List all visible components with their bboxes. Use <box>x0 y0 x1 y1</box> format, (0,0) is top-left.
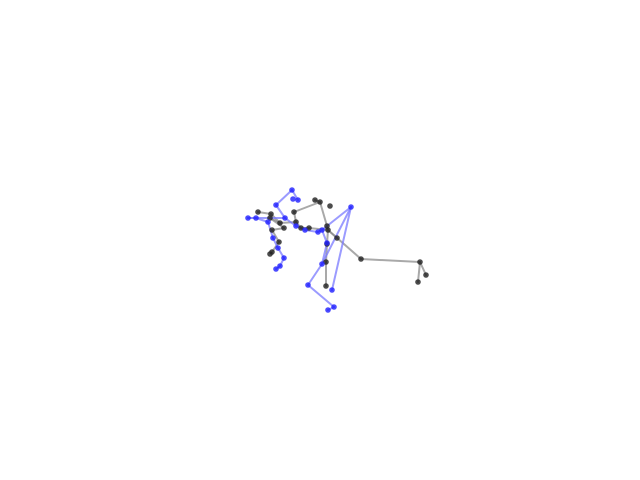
skeleton-blue-joint <box>275 245 281 251</box>
skeleton-black-joint <box>281 225 287 231</box>
skeleton-blue-joint <box>331 304 337 310</box>
skeleton-blue-joints <box>245 187 354 313</box>
skeleton-blue-joint <box>273 202 279 208</box>
skeleton-blue-joint <box>319 261 325 267</box>
skeleton-black-bone <box>360 258 421 263</box>
skeleton-blue-bone <box>331 206 352 291</box>
skeleton-black-joint <box>323 283 329 289</box>
skeleton-black-joint <box>293 219 299 225</box>
skeleton-black-joint <box>415 279 421 285</box>
skeleton-blue-bone <box>307 284 335 308</box>
skeleton-blue-joint <box>273 266 279 272</box>
skeleton-black-joint <box>255 209 261 215</box>
skeleton-blue-joint <box>282 215 288 221</box>
skeleton-black-bone <box>269 217 285 229</box>
skeleton-blue-joint <box>329 287 335 293</box>
skeleton-black-joint <box>291 209 297 215</box>
skeleton-blue-joint <box>305 282 311 288</box>
skeleton-blue-joint <box>277 263 283 269</box>
skeleton-blue-joint <box>324 240 330 246</box>
skeleton-black-joint <box>324 223 330 229</box>
skeleton-blue-joint <box>253 215 259 221</box>
skeleton-blue-joint <box>281 255 287 261</box>
skeleton-black-joints <box>255 197 429 289</box>
skeleton-blue-joint <box>289 187 295 193</box>
skeleton-black-joint <box>276 239 282 245</box>
skeleton-black-joint <box>317 199 323 205</box>
skeleton-blue-joint <box>348 204 354 210</box>
skeleton-black-joint <box>327 203 333 209</box>
skeleton-black-joint <box>312 197 318 203</box>
skeleton-black-joint <box>277 220 283 226</box>
skeleton-black-bone <box>319 201 328 227</box>
skeleton-black-joint <box>334 235 340 241</box>
skeleton-black-joint <box>423 272 429 278</box>
skeleton-black-joint <box>358 256 364 262</box>
skeleton-blue-joint <box>293 223 299 229</box>
skeleton-black-bone <box>417 261 421 283</box>
skeleton-blue-joint <box>270 235 276 241</box>
skeleton-blue-joint <box>290 196 296 202</box>
skeleton-blue-joint <box>302 227 308 233</box>
skeleton-blue-bone <box>307 263 323 286</box>
skeleton-black-bone <box>293 201 321 213</box>
skeleton-blue-joint <box>245 215 251 221</box>
skeleton-black-joint <box>269 227 275 233</box>
skeleton-blue-joint <box>265 219 271 225</box>
skeleton-black-joint <box>267 251 273 257</box>
skeleton-black-joint <box>417 259 423 265</box>
skeleton-blue-joint <box>325 307 331 313</box>
skeleton-blue-bone <box>275 189 293 206</box>
skeleton-blue-joint <box>315 229 321 235</box>
joints-layer <box>245 187 429 313</box>
skeleton-blue-joint <box>295 197 301 203</box>
skeleton-black-bone <box>308 227 329 231</box>
